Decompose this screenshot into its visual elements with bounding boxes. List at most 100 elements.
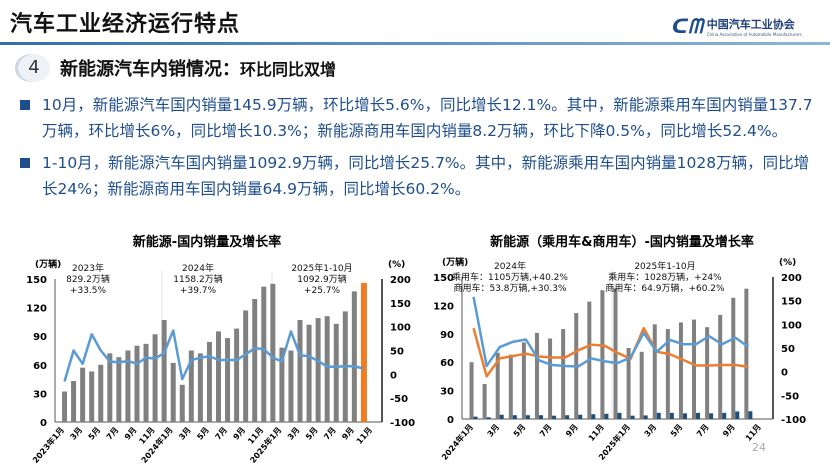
bar <box>748 411 753 419</box>
bar <box>552 415 557 419</box>
bar <box>512 415 517 419</box>
bar <box>482 383 487 419</box>
y-tick-right: 150 <box>781 297 802 308</box>
bar <box>692 319 697 419</box>
section-subtitle: 环比同比双增 <box>240 60 337 79</box>
annotation: 2024年 <box>182 262 214 274</box>
section-number: 4 <box>18 54 50 82</box>
annotation: +39.7% <box>180 286 217 296</box>
annotation: 商用车：64.9万辆，+60.2% <box>605 282 725 294</box>
bar <box>107 353 113 422</box>
bar <box>116 357 122 422</box>
bar <box>682 413 687 419</box>
bar <box>731 297 736 419</box>
y-tick-left: 30 <box>33 389 47 400</box>
bar <box>499 414 504 419</box>
y-axis-right-label: (%) <box>779 258 796 268</box>
annotation: +33.5% <box>70 286 107 296</box>
x-tick: 9月 <box>721 423 737 439</box>
slide-title: 汽车工业经济运行特点 <box>10 12 241 37</box>
growth-line <box>472 326 749 378</box>
y-tick-left: 150 <box>26 275 47 286</box>
annotation: 1092.9万辆 <box>297 273 347 285</box>
x-tick: 3月 <box>177 426 193 442</box>
bar <box>578 414 583 419</box>
bar <box>600 290 605 419</box>
y-tick-right: 200 <box>390 275 411 286</box>
bar <box>206 341 212 422</box>
bullet-list: 10月，新能源汽车国内销量145.9万辆，环比增长5.6%，同比增长12.1%。… <box>18 92 818 208</box>
bar <box>521 342 526 419</box>
bar <box>324 316 330 422</box>
y-tick-left: 0 <box>447 415 454 426</box>
bar <box>486 417 491 419</box>
bullet-item: 1-10月，新能源汽车国内销量1092.9万辆，同比增长25.7%。其中，新能源… <box>18 150 818 202</box>
x-tick: 9月 <box>123 426 139 442</box>
bar <box>170 362 176 422</box>
bar <box>548 338 553 419</box>
annotation: 2024年 <box>494 260 526 272</box>
bar <box>665 329 670 419</box>
bar <box>279 347 285 422</box>
x-tick: 11月 <box>744 423 763 443</box>
caam-logo: ᑕᗰ 中国汽车工业协会 China Association of Automob… <box>672 14 802 38</box>
y-tick-left: 0 <box>40 418 47 429</box>
y-tick-right: 0 <box>390 370 397 381</box>
bar <box>306 324 312 422</box>
bar <box>315 318 321 422</box>
chart-title: 新能源（乘用车&商用车）-国内销量及增长率 <box>490 234 754 250</box>
bar <box>161 319 167 422</box>
bar <box>179 384 185 422</box>
bar <box>62 391 68 422</box>
y-tick-left: 60 <box>440 358 454 369</box>
x-tick: 3月 <box>69 426 85 442</box>
bar <box>525 415 530 419</box>
y-tick-right: -50 <box>390 394 408 405</box>
x-tick: 3月 <box>286 426 302 442</box>
bar <box>360 282 367 422</box>
x-tick: 5月 <box>304 426 320 442</box>
x-tick: 7月 <box>105 426 121 442</box>
bar <box>270 283 276 422</box>
annotation: 829.2万辆 <box>66 273 110 285</box>
bar <box>744 288 749 419</box>
bar <box>89 371 95 422</box>
x-tick: 2024年1月 <box>439 422 475 462</box>
x-tick: 7月 <box>538 423 554 439</box>
annotation: 乘用车：1105万辆,+40.2% <box>452 271 568 283</box>
x-tick: 7月 <box>695 423 711 439</box>
logo-en: China Association of Automobile Manufact… <box>706 31 802 37</box>
y-tick-left: 120 <box>433 301 454 312</box>
bar <box>333 323 339 422</box>
bar <box>718 314 723 419</box>
bar <box>669 412 674 419</box>
bar <box>216 331 221 422</box>
logo-mark: ᑕᗰ <box>672 14 703 38</box>
bar <box>678 322 683 419</box>
y-tick-left: 60 <box>33 361 47 372</box>
bar <box>696 412 701 419</box>
bar <box>225 338 231 422</box>
bar <box>630 415 635 419</box>
bar <box>125 350 131 422</box>
page-number: 24 <box>752 441 766 454</box>
x-tick: 5月 <box>195 426 211 442</box>
y-tick-right: 100 <box>781 320 802 331</box>
annotation: 乘用车：1028万辆，+24% <box>608 271 722 283</box>
x-tick: 2023年1月 <box>30 425 66 465</box>
x-tick: 11月 <box>355 426 374 446</box>
bar <box>561 329 566 419</box>
bar <box>591 414 596 419</box>
y-tick-right: 50 <box>390 347 404 358</box>
annotation: 1158.2万辆 <box>173 273 223 285</box>
y-tick-right: -100 <box>390 418 415 429</box>
y-tick-right: 0 <box>781 368 788 379</box>
annotation: +25.7% <box>304 286 341 296</box>
annotation: 2023年 <box>72 262 104 274</box>
bar <box>243 310 249 422</box>
chart-passenger-commercial-sales: 新能源（乘用车&商用车）-国内销量及增长率 (万辆) (%) 0 30 60 90 120 15… <box>433 234 806 462</box>
y-tick-left: 120 <box>26 304 47 315</box>
y-tick-right: 50 <box>781 344 795 355</box>
x-tick: 5月 <box>669 423 685 439</box>
y-tick-right: -50 <box>781 391 799 402</box>
